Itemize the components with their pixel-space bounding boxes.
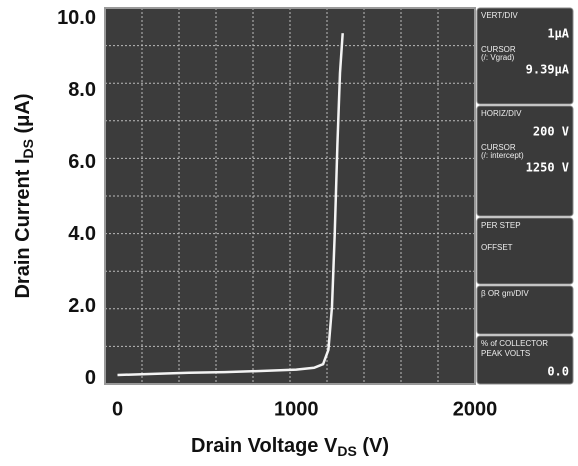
panel-value: 0.0 bbox=[547, 365, 569, 379]
panel-value: 1μA bbox=[547, 27, 569, 41]
y-axis-title: Drain Current IDS (μA) bbox=[12, 93, 35, 298]
panel-header: VERT/DIV bbox=[481, 11, 518, 20]
panel-box bbox=[476, 285, 574, 335]
y-tick-label: 6.0 bbox=[68, 151, 96, 173]
panel-header: β OR gm/DIV bbox=[481, 289, 529, 298]
graticule bbox=[104, 7, 476, 385]
x-tick-label: 0 bbox=[112, 398, 123, 420]
screen-border bbox=[104, 7, 476, 385]
y-tick-label: 0 bbox=[85, 367, 96, 389]
panel-sub: PEAK VOLTS bbox=[481, 349, 530, 358]
panel-sub: CURSOR bbox=[481, 143, 516, 152]
panel-value: 200 V bbox=[533, 125, 569, 139]
panel-sub: CURSOR bbox=[481, 45, 516, 54]
panel-box bbox=[476, 7, 574, 105]
x-tick-label: 1000 bbox=[274, 398, 319, 420]
panel-sub: (/: Vgrad) bbox=[481, 53, 515, 62]
panel-box bbox=[476, 217, 574, 285]
panel-header: PER STEP bbox=[481, 221, 521, 230]
trace bbox=[117, 33, 344, 377]
panel-header: % of COLLECTOR bbox=[481, 339, 548, 348]
y-tick-label: 10.0 bbox=[57, 7, 96, 29]
x-tick-label: 2000 bbox=[453, 398, 498, 420]
panel-box bbox=[476, 335, 574, 385]
panel-value: 9.39μA bbox=[526, 63, 570, 77]
x-axis-title: Drain Voltage VDS (V) bbox=[191, 435, 389, 458]
panel-sub: (/: intercept) bbox=[481, 151, 524, 160]
panel-header: HORIZ/DIV bbox=[481, 109, 522, 118]
y-tick-label: 8.0 bbox=[68, 79, 96, 101]
y-tick-label: 2.0 bbox=[68, 295, 96, 317]
panel-box bbox=[476, 105, 574, 217]
panel-value: 1250 V bbox=[526, 161, 569, 175]
panel-sub: OFFSET bbox=[481, 243, 513, 252]
y-tick-label: 4.0 bbox=[68, 223, 96, 245]
